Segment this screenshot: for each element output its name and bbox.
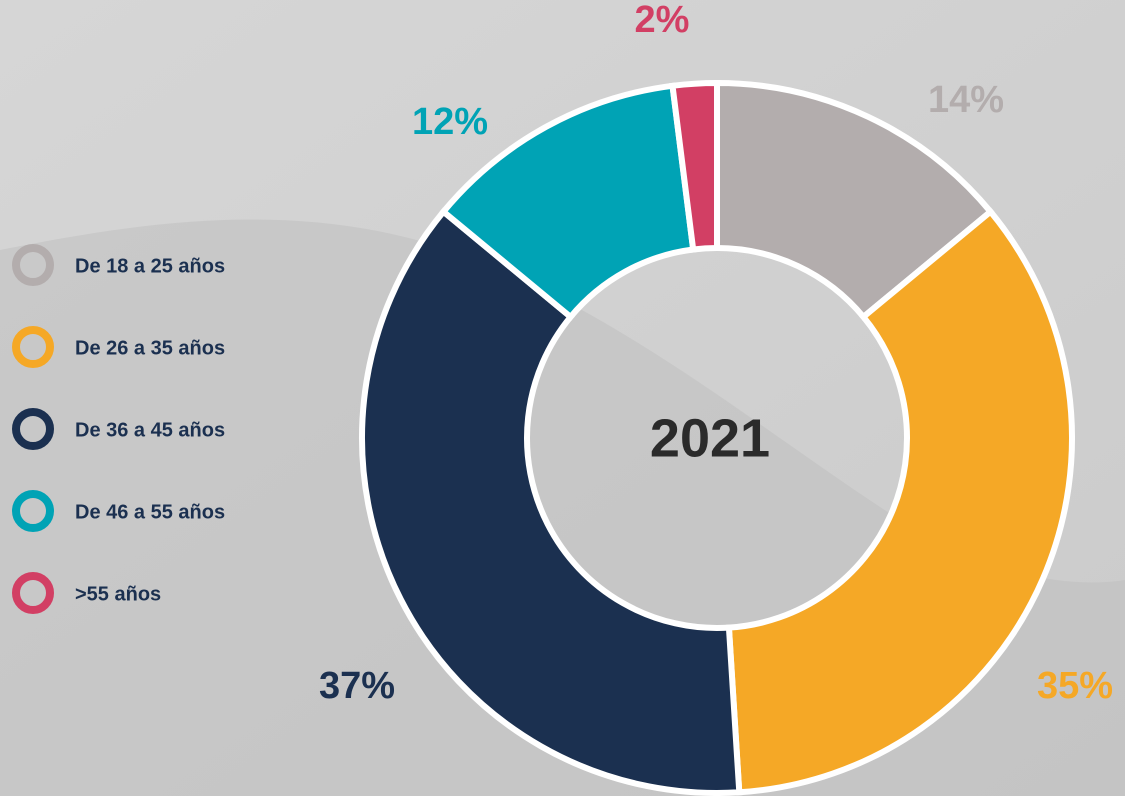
- legend-swatch: [12, 326, 54, 368]
- donut-segment: [669, 79, 720, 253]
- center-label: 2021: [650, 408, 770, 468]
- data-label: 12%: [412, 101, 488, 143]
- donut-segment: [439, 82, 697, 322]
- legend-swatch: [12, 244, 54, 286]
- legend-label: De 46 a 55 años: [75, 501, 225, 523]
- legend-label: >55 años: [75, 583, 161, 605]
- data-label: 2%: [635, 0, 690, 41]
- legend-swatch: [12, 408, 54, 450]
- donut-segment: [714, 79, 995, 322]
- data-label: 37%: [319, 665, 395, 707]
- donut-segment: [725, 207, 1075, 796]
- data-label: 35%: [1037, 665, 1113, 707]
- legend-label: De 36 a 45 años: [75, 419, 225, 441]
- legend: De 18 a 25 años De 26 a 35 años De 36 a 45…: [12, 244, 225, 614]
- legend-swatch: [12, 490, 54, 532]
- data-label: 14%: [928, 79, 1004, 121]
- legend-swatch: [12, 572, 54, 614]
- donut-segment: [359, 207, 743, 796]
- legend-label: De 18 a 25 años: [75, 255, 225, 277]
- legend-label: De 26 a 35 años: [75, 337, 225, 359]
- donut: [359, 79, 1075, 796]
